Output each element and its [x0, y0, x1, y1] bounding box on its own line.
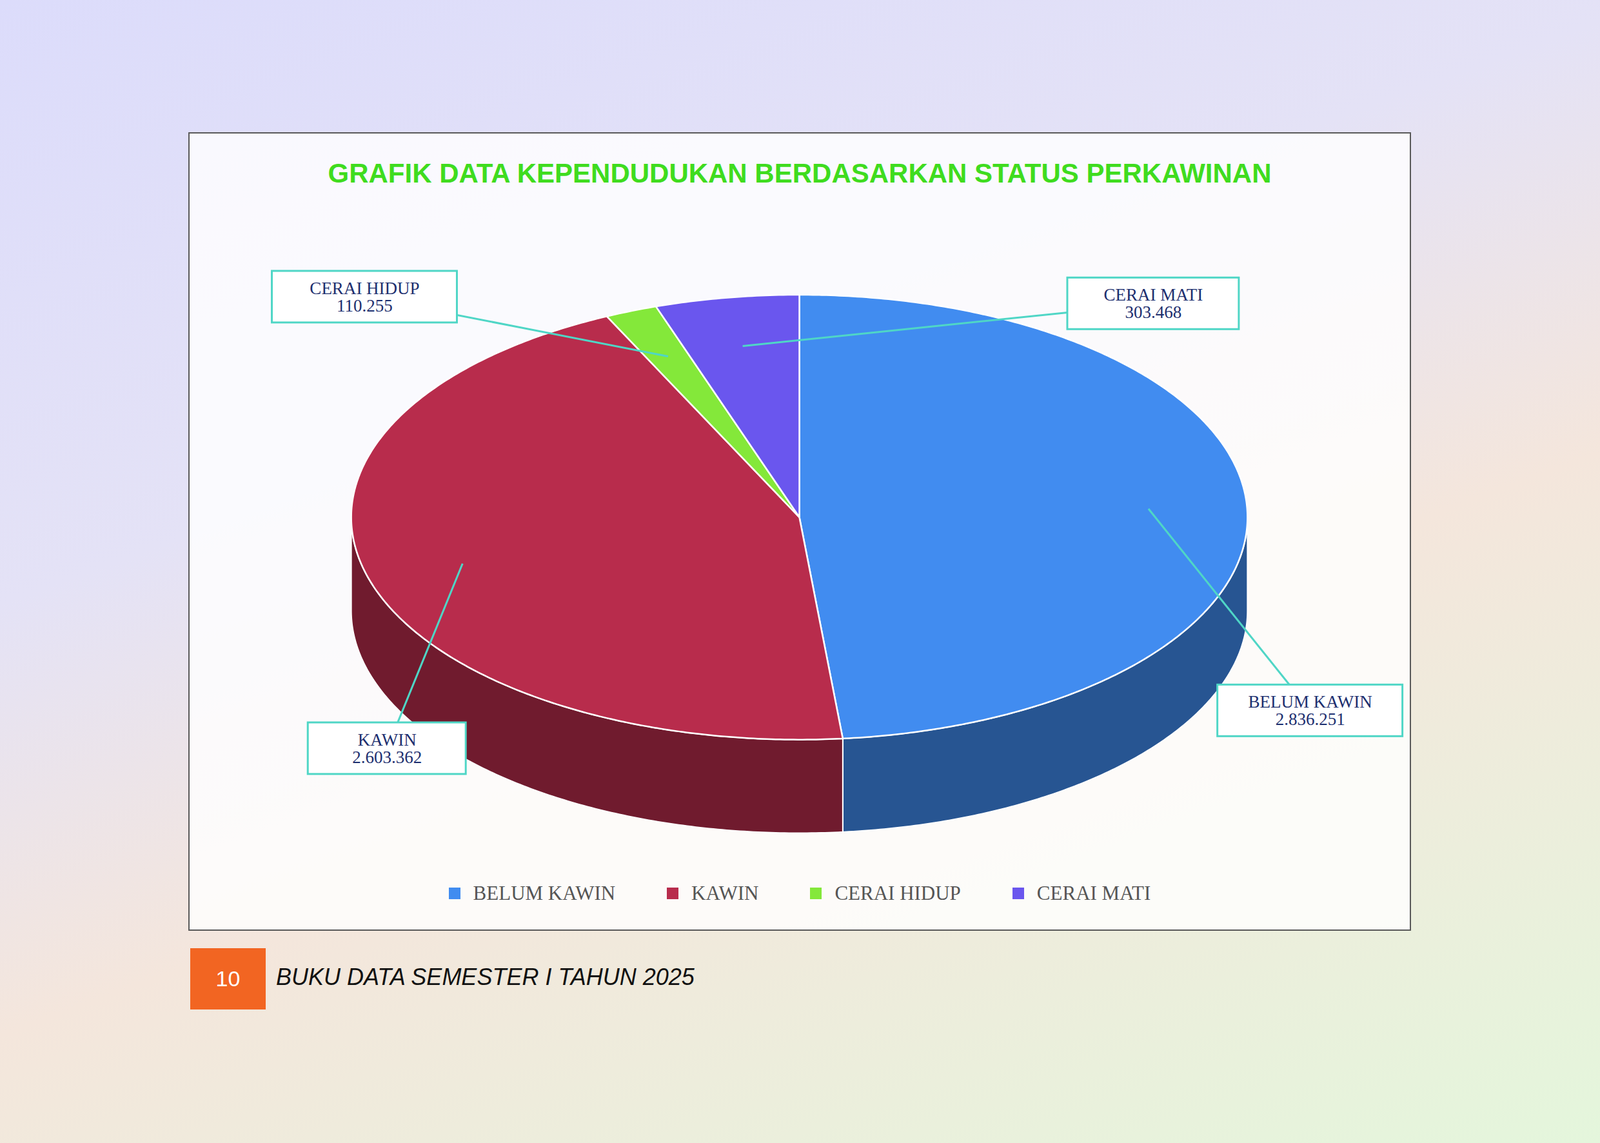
svg-text:CERAI MATI303.468: CERAI MATI303.468 — [1104, 285, 1204, 322]
html-text:CERAI HIDUP: CERAI HIDUP — [834, 881, 961, 905]
html-text:GRAFIK DATA KEPENDUDUKAN BERDA: GRAFIK DATA KEPENDUDUKAN BERDASARKAN STA… — [327, 158, 1272, 189]
html-text:BELUM KAWIN: BELUM KAWIN — [473, 881, 616, 905]
html-text:10: 10 — [215, 966, 241, 991]
svg-text:CERAI HIDUP110.255: CERAI HIDUP110.255 — [309, 278, 420, 316]
html-text:CERAI MATI: CERAI MATI — [1036, 881, 1151, 905]
svg-text:BELUM KAWIN2.836.251: BELUM KAWIN2.836.251 — [1248, 691, 1373, 729]
html-text:KAWIN: KAWIN — [691, 881, 759, 905]
svg-text:KAWIN2.603.362: KAWIN2.603.362 — [352, 730, 422, 767]
html-text:BUKU DATA SEMESTER I TAHUN 202: BUKU DATA SEMESTER I TAHUN 2025 — [276, 963, 695, 990]
